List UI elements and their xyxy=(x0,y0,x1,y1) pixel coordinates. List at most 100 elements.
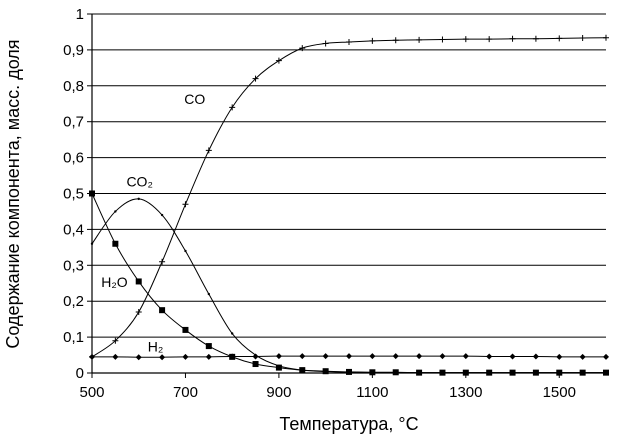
data-point-h2 xyxy=(252,353,259,360)
data-point-co xyxy=(369,37,376,44)
data-point-h2 xyxy=(556,353,563,360)
data-point-h2 xyxy=(532,353,539,360)
y-tick-label: 0,2 xyxy=(63,293,84,310)
data-point-h2 xyxy=(392,353,399,360)
data-point-co xyxy=(462,36,469,43)
gridlines xyxy=(92,13,606,338)
data-point-h2o xyxy=(369,369,376,376)
y-tick-label: 0,9 xyxy=(63,42,84,59)
data-point-h2 xyxy=(416,353,423,360)
y-axis-title: Содержание компонента, масс. доля xyxy=(3,39,23,348)
y-tick-labels: 0 0,1 0,2 0,3 0,4 0,5 0,6 0,7 0,8 0,9 1 xyxy=(63,6,84,382)
series-label-co2: CO₂ xyxy=(126,173,152,189)
x-axis-title: Температура, °С xyxy=(279,414,418,434)
data-point-co2 xyxy=(137,197,140,201)
data-point-co xyxy=(135,308,142,315)
data-point-h2o xyxy=(439,369,446,376)
series-line-h2o xyxy=(91,193,606,374)
x-tick-labels: 500 700 900 1100 1300 1500 xyxy=(79,384,575,401)
data-point-co2 xyxy=(160,213,164,217)
data-point-co xyxy=(182,201,189,208)
data-point-h2o xyxy=(603,369,609,376)
data-point-co xyxy=(392,37,399,44)
data-point-h2o xyxy=(532,369,539,376)
data-point-co2 xyxy=(207,292,211,296)
y-tick-label: 0 xyxy=(76,365,84,382)
data-point-h2 xyxy=(275,353,282,360)
series-labels: CO CO₂ H₂O H₂ xyxy=(101,91,205,355)
data-point-h2o xyxy=(579,369,586,376)
data-point-h2o xyxy=(346,368,352,375)
y-tick-label: 0,3 xyxy=(63,257,84,274)
data-point-co2 xyxy=(230,332,234,335)
data-point-co xyxy=(205,147,212,154)
data-point-h2o xyxy=(205,343,212,350)
data-point-h2 xyxy=(112,353,119,360)
y-tick-label: 0,4 xyxy=(63,221,84,238)
data-point-h2 xyxy=(509,353,516,360)
data-point-h2 xyxy=(579,353,586,360)
data-point-h2 xyxy=(205,353,212,360)
series-label-co: CO xyxy=(184,91,205,107)
series-markers xyxy=(89,34,609,376)
data-point-h2o xyxy=(299,367,306,374)
data-point-h2 xyxy=(486,353,493,360)
data-point-h2o xyxy=(182,326,189,333)
x-tick-label: 1300 xyxy=(449,384,482,401)
x-tick-label: 700 xyxy=(173,384,198,401)
data-point-co2 xyxy=(114,210,117,213)
y-tick-label: 0,5 xyxy=(63,186,84,203)
data-point-h2o xyxy=(252,361,259,368)
data-point-co xyxy=(322,40,329,47)
data-point-co xyxy=(159,258,166,265)
data-point-h2o xyxy=(416,369,423,376)
data-point-co xyxy=(299,45,306,52)
data-point-h2 xyxy=(603,353,609,360)
data-point-co xyxy=(275,57,282,64)
data-point-h2o xyxy=(112,240,119,247)
data-point-h2 xyxy=(299,353,306,360)
data-point-h2 xyxy=(135,354,142,361)
data-point-h2o xyxy=(89,190,95,197)
data-point-co xyxy=(509,35,516,42)
series-label-h2: H₂ xyxy=(148,338,164,354)
data-point-co xyxy=(486,36,493,43)
data-point-co xyxy=(252,75,259,82)
x-tick-label: 900 xyxy=(266,384,291,401)
axes xyxy=(87,13,606,378)
data-point-h2 xyxy=(439,353,446,360)
data-point-h2o xyxy=(392,369,399,376)
data-point-co xyxy=(439,36,446,43)
data-point-h2 xyxy=(322,353,329,360)
data-point-co xyxy=(579,35,586,42)
data-point-h2o xyxy=(462,369,469,376)
y-tick-label: 1 xyxy=(76,6,84,23)
data-point-h2o xyxy=(159,307,166,314)
data-point-co2 xyxy=(184,249,187,253)
data-point-h2o xyxy=(556,369,563,376)
y-tick-label: 0,6 xyxy=(63,150,84,167)
data-point-h2 xyxy=(89,353,95,360)
data-point-h2 xyxy=(369,353,376,360)
data-point-co xyxy=(532,35,539,42)
y-tick-label: 0,7 xyxy=(63,114,84,131)
data-point-h2o xyxy=(135,278,142,285)
data-point-co xyxy=(603,34,609,41)
data-point-h2 xyxy=(229,353,236,360)
x-tick-label: 1500 xyxy=(543,384,576,401)
data-point-h2o xyxy=(509,369,516,376)
x-tick-label: 500 xyxy=(79,384,104,401)
series-line-co2 xyxy=(91,198,606,374)
data-point-co2 xyxy=(90,242,94,245)
series-lines xyxy=(91,37,607,374)
data-point-co xyxy=(416,36,423,43)
data-point-h2o xyxy=(486,369,493,376)
data-point-co xyxy=(346,39,352,46)
data-point-h2o xyxy=(275,364,282,371)
y-tick-label: 0,8 xyxy=(63,78,84,95)
data-point-h2 xyxy=(159,354,166,361)
data-point-co xyxy=(112,337,119,344)
y-tick-label: 0,1 xyxy=(63,329,84,346)
data-point-co xyxy=(229,104,236,111)
